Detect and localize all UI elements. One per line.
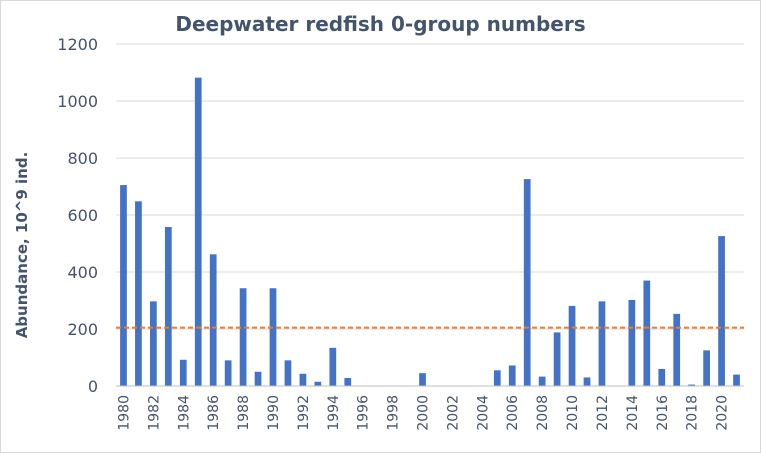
- x-tick-label: 1992: [296, 395, 312, 431]
- bar: [703, 350, 710, 386]
- bar: [269, 288, 277, 386]
- bar: [329, 347, 337, 386]
- y-tick-label: 200: [67, 320, 98, 339]
- bar: [344, 378, 352, 386]
- x-tick-label: 2018: [685, 395, 701, 431]
- x-tick-label: 2006: [505, 395, 521, 431]
- bar: [658, 368, 666, 386]
- bar: [209, 254, 217, 386]
- y-tick-label: 1000: [57, 92, 98, 111]
- x-tick-label: 2000: [416, 395, 432, 431]
- x-tick-label: 2014: [625, 395, 641, 431]
- x-tick-label: 1982: [146, 395, 162, 431]
- x-tick-label: 1990: [266, 395, 282, 431]
- bar: [164, 226, 172, 386]
- bar: [733, 374, 740, 386]
- bar: [583, 377, 591, 386]
- x-tick-label: 1984: [176, 395, 192, 431]
- bar: [508, 365, 516, 386]
- chart-title: Deepwater redfish 0-group numbers: [175, 12, 586, 36]
- x-tick-label: 2008: [535, 395, 551, 431]
- y-tick-label: 400: [67, 263, 98, 282]
- bar: [493, 370, 501, 386]
- bar: [284, 360, 292, 386]
- y-axis-ticks: 0 200 400 600 800 1000 1200: [57, 35, 98, 396]
- bar: [673, 313, 681, 386]
- x-tick-label: 2016: [655, 395, 671, 431]
- bar: [553, 332, 561, 386]
- bar: [419, 373, 426, 386]
- bar: [538, 376, 546, 386]
- bar: [299, 373, 307, 386]
- bar: [224, 360, 232, 386]
- x-axis-ticks: 1980 1982 1984 1986 1988 1990 1992 1994 1996 1998…: [116, 395, 730, 431]
- bar: [523, 179, 531, 386]
- x-tick-label: 2004: [475, 395, 491, 431]
- bar: [718, 236, 725, 386]
- x-tick-label: 2012: [595, 395, 611, 431]
- bar: [120, 185, 127, 386]
- bar: [194, 77, 202, 386]
- bar: [239, 288, 247, 386]
- bar: [150, 301, 157, 386]
- bar: [628, 299, 636, 386]
- y-tick-label: 800: [67, 149, 98, 168]
- bar: [568, 305, 576, 386]
- gridlines: [116, 43, 744, 330]
- x-tick-label: 1980: [116, 395, 132, 431]
- x-tick-label: 2002: [445, 395, 461, 431]
- x-tick-label: 1994: [326, 395, 342, 431]
- bar: [254, 371, 262, 386]
- bar: [643, 280, 651, 386]
- bar: [598, 301, 606, 386]
- x-tick-label: 1996: [356, 395, 372, 431]
- bar: [179, 359, 187, 386]
- bar: [135, 201, 142, 386]
- y-tick-label: 0: [88, 377, 98, 396]
- x-tick-label: 1986: [206, 395, 222, 431]
- x-tick-label: 1998: [386, 395, 402, 431]
- bars: [120, 77, 740, 386]
- x-tick-label: 2010: [565, 395, 581, 431]
- x-tick-label: 2020: [715, 395, 731, 431]
- bar: [688, 384, 696, 386]
- bar: [314, 381, 322, 386]
- x-tick-label: 1988: [236, 395, 252, 431]
- y-tick-label: 600: [67, 206, 98, 225]
- y-tick-label: 1200: [57, 35, 98, 54]
